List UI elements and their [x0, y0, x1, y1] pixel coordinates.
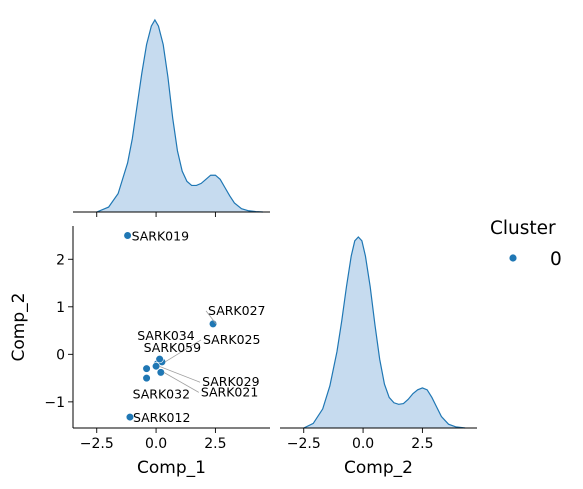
comp2-x-tick-label: 2.5 [411, 436, 433, 452]
scatter-x-tick-label: 0.0 [145, 436, 167, 452]
point-label: SARK034 [137, 328, 195, 343]
point-label: SARK059 [144, 340, 202, 355]
scatter-panel: −2.5 0.0 2.5 −1 0 1 2 Comp_1 Comp_2 SARK019 SARK02… [9, 226, 270, 478]
scatter-y-tick-label: 1 [56, 300, 65, 316]
scatter-x-tick-label: 2.5 [204, 436, 226, 452]
point-label-leader [158, 365, 201, 383]
scatter-point [142, 364, 151, 373]
scatter-point [123, 231, 132, 240]
point-label-leader [163, 372, 200, 393]
point-label: SARK019 [132, 229, 190, 244]
comp2-x-label: Comp_2 [344, 458, 413, 478]
point-label-leader [205, 310, 217, 325]
comp2-kde-fill [303, 237, 466, 428]
point-label: SARK025 [203, 332, 260, 347]
scatter-y-tick-label: 0 [56, 347, 65, 363]
comp2-x-tick-label: 0.0 [352, 436, 374, 452]
point-label: SARK012 [133, 410, 190, 425]
point-label: SARK029 [202, 374, 260, 389]
point-label: SARK027 [208, 303, 265, 318]
scatter-y-label: Comp_2 [9, 293, 29, 362]
legend-marker [509, 254, 517, 262]
comp1-kde-fill [96, 20, 263, 212]
point-label: SARK021 [201, 384, 258, 399]
legend-entry-label: 0 [550, 249, 562, 270]
comp2-kde-panel: −2.5 0.0 2.5 Comp_2 [280, 236, 477, 478]
scatter-point [125, 412, 135, 422]
scatter-y-tick-label: −1 [44, 395, 65, 411]
scatter-point [156, 368, 165, 377]
scatter-y-tick-label: 2 [56, 252, 65, 268]
scatter-x-label: Comp_1 [137, 458, 206, 478]
comp2-x-tick-label: −2.5 [287, 436, 321, 452]
scatter-point [142, 373, 151, 383]
legend-title: Cluster [490, 218, 556, 239]
scatter-x-tick-label: −2.5 [80, 436, 114, 452]
scatter-point [155, 354, 164, 364]
comp1-kde-line [96, 18, 263, 213]
legend: Cluster 0 [490, 218, 562, 270]
point-label: SARK032 [133, 387, 190, 402]
comp1-kde-panel [73, 18, 270, 217]
comp2-kde-line [303, 236, 466, 429]
point-label-leader [164, 339, 202, 363]
